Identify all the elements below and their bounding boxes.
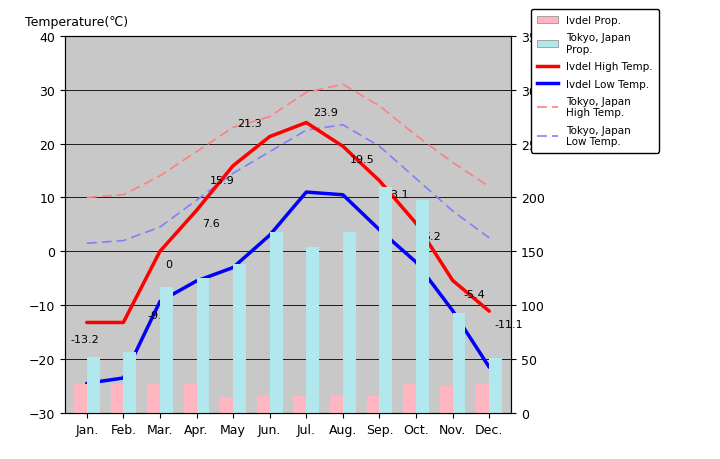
Text: Precipitation（mm）: Precipitation（mm） — [534, 16, 651, 29]
Text: 21.3: 21.3 — [237, 119, 262, 129]
Text: -13.2: -13.2 — [71, 335, 99, 345]
Text: -5.4: -5.4 — [464, 289, 485, 299]
Bar — [453, 313, 465, 413]
Text: 13.1: 13.1 — [385, 190, 410, 199]
Bar — [123, 352, 136, 413]
Text: Temperature(℃): Temperature(℃) — [24, 16, 127, 29]
Bar — [197, 279, 210, 413]
Bar — [416, 200, 429, 413]
Bar — [111, 384, 123, 413]
Bar — [403, 384, 416, 413]
Bar — [343, 232, 356, 413]
Bar — [74, 384, 86, 413]
Text: -9.3: -9.3 — [147, 310, 169, 320]
Legend: Ivdel Prop., Tokyo, Japan
Prop., Ivdel High Temp., Ivdel Low Temp., Tokyo, Japan: Ivdel Prop., Tokyo, Japan Prop., Ivdel H… — [531, 10, 659, 153]
Text: 19.5: 19.5 — [350, 155, 375, 165]
Bar — [366, 396, 379, 413]
Bar — [490, 358, 502, 413]
Bar — [160, 287, 173, 413]
Text: 7.6: 7.6 — [202, 219, 220, 229]
Bar — [379, 187, 392, 413]
Bar — [257, 396, 270, 413]
Bar — [233, 265, 246, 413]
Bar — [440, 386, 453, 413]
Text: 0: 0 — [166, 260, 172, 270]
Text: 5.2: 5.2 — [423, 232, 441, 242]
Bar — [306, 247, 319, 413]
Text: 23.9: 23.9 — [314, 108, 338, 118]
Bar — [477, 384, 490, 413]
Bar — [86, 357, 99, 413]
Bar — [184, 384, 197, 413]
Text: -11.1: -11.1 — [495, 319, 523, 330]
Bar — [294, 396, 306, 413]
Bar — [220, 397, 233, 413]
Bar — [147, 384, 160, 413]
Text: 15.9: 15.9 — [210, 176, 235, 186]
Bar — [330, 396, 343, 413]
Bar — [270, 232, 282, 413]
